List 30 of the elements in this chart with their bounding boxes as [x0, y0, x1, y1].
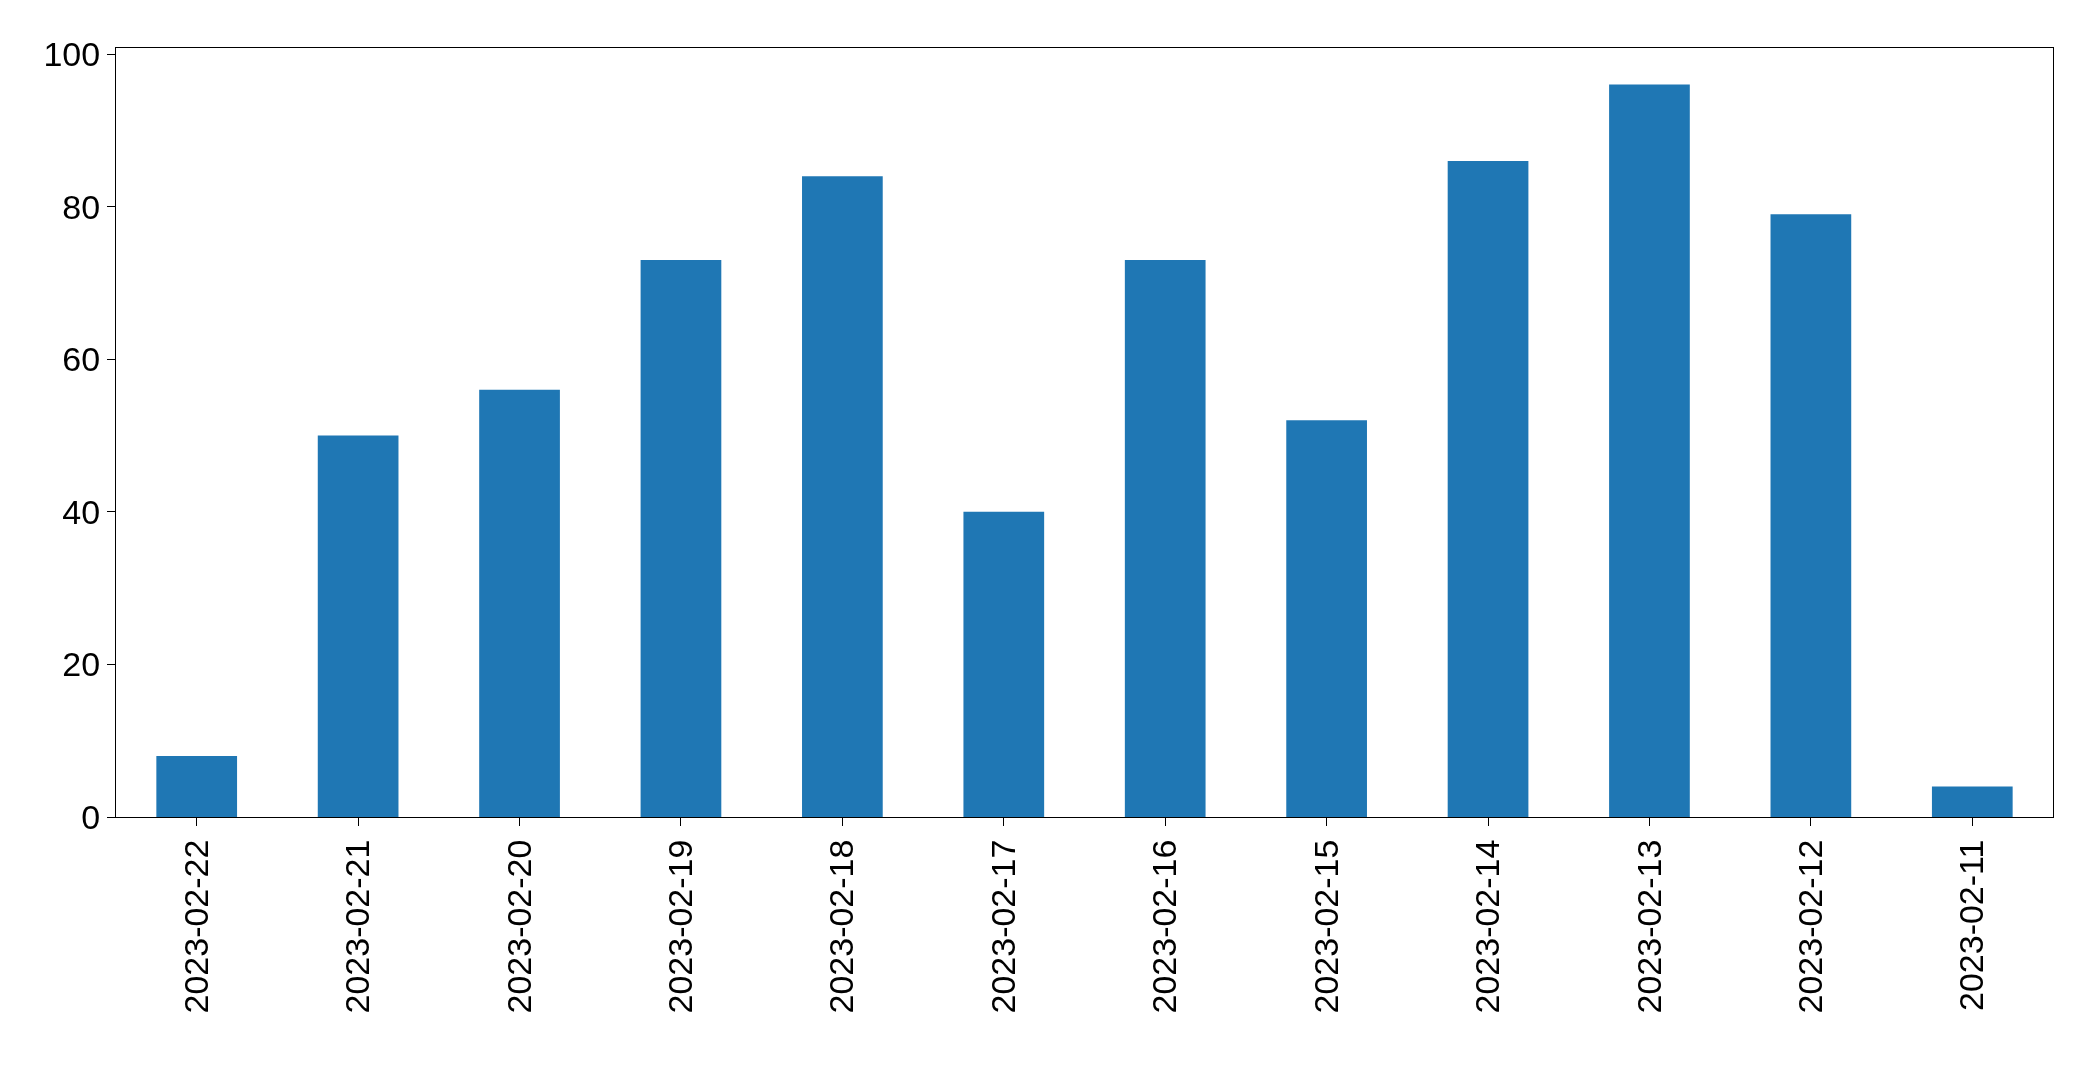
bar — [1124, 260, 1206, 817]
x-tick-label: 2023-02-19 — [661, 839, 700, 1014]
bar — [1286, 420, 1367, 817]
bar — [640, 260, 722, 817]
bar — [317, 435, 399, 817]
bar — [1770, 214, 1852, 817]
bar — [1447, 160, 1529, 817]
x-tick-label: 2023-02-14 — [1468, 839, 1507, 1014]
x-tick-label: 2023-02-18 — [822, 839, 861, 1014]
y-tick-label: 0 — [81, 797, 101, 836]
x-tick-label: 2023-02-17 — [983, 839, 1022, 1014]
x-tick-label: 2023-02-13 — [1629, 839, 1668, 1014]
y-tick-label: 80 — [62, 187, 101, 226]
y-tick-label: 100 — [43, 35, 101, 73]
bar — [479, 389, 560, 817]
bar — [963, 511, 1045, 817]
x-tick-label: 2023-02-15 — [1306, 839, 1345, 1014]
x-tick-label: 2023-02-16 — [1145, 839, 1184, 1014]
y-tick-label: 40 — [62, 492, 101, 531]
y-tick-label: 60 — [62, 340, 101, 379]
x-tick-label: 2023-02-11 — [1952, 839, 1991, 1012]
bar — [156, 755, 238, 817]
x-tick-label: 2023-02-21 — [338, 839, 377, 1014]
x-tick-label: 2023-02-22 — [176, 839, 215, 1014]
bar — [802, 176, 883, 817]
bar — [1609, 84, 1690, 817]
y-tick-label: 20 — [62, 645, 101, 684]
x-tick-label: 2023-02-20 — [499, 839, 538, 1014]
x-tick-label: 2023-02-12 — [1790, 839, 1829, 1014]
bar — [1931, 786, 2013, 817]
